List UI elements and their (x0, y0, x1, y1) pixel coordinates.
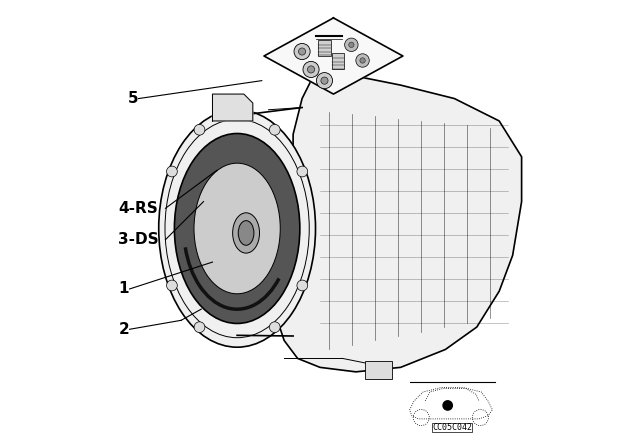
Circle shape (321, 77, 328, 84)
Text: 3-DS: 3-DS (118, 232, 159, 247)
Circle shape (166, 166, 177, 177)
Text: 4-RS: 4-RS (118, 201, 158, 216)
Circle shape (349, 42, 354, 47)
Bar (365, 361, 392, 379)
Circle shape (269, 322, 280, 332)
Bar (318, 40, 331, 56)
Text: 1: 1 (118, 281, 129, 297)
Ellipse shape (174, 134, 300, 323)
Circle shape (303, 61, 319, 78)
Circle shape (442, 400, 453, 411)
Polygon shape (275, 72, 522, 372)
Circle shape (269, 125, 280, 135)
Circle shape (194, 322, 205, 332)
Circle shape (297, 166, 308, 177)
Circle shape (307, 66, 315, 73)
Circle shape (356, 54, 369, 67)
Circle shape (344, 38, 358, 52)
Text: 5: 5 (127, 91, 138, 106)
Circle shape (294, 43, 310, 60)
Circle shape (194, 125, 205, 135)
Ellipse shape (159, 110, 316, 347)
Circle shape (316, 73, 333, 89)
Text: CC05C042: CC05C042 (432, 423, 472, 432)
Ellipse shape (233, 213, 260, 253)
Circle shape (166, 280, 177, 291)
Polygon shape (264, 18, 403, 94)
Bar (332, 53, 344, 69)
Circle shape (298, 48, 306, 55)
Text: 2: 2 (118, 322, 129, 337)
Circle shape (297, 280, 308, 291)
Polygon shape (212, 94, 253, 121)
Ellipse shape (238, 221, 254, 246)
Circle shape (360, 58, 365, 63)
Ellipse shape (194, 163, 280, 294)
